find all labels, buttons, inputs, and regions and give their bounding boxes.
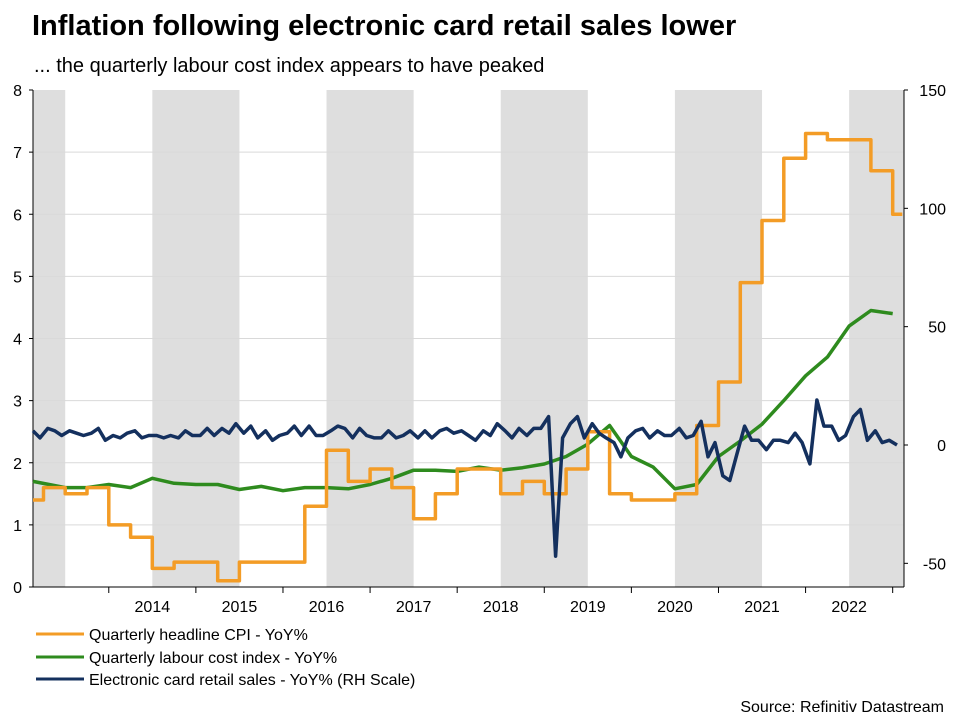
left-tick-label-0: 0 [13, 580, 22, 597]
legend-label-cpi: Quarterly headline CPI - YoY% [89, 627, 308, 644]
chart-subtitle: ... the quarterly labour cost index appe… [34, 55, 544, 77]
series-line-cpi [33, 131, 903, 583]
x-tick-label-8: 2022 [831, 599, 867, 616]
series-lines [31, 131, 903, 583]
series-line-card [31, 398, 898, 558]
x-tick-label-4: 2018 [483, 599, 519, 616]
source-note: Source: Refinitiv Datastream [740, 699, 944, 716]
chart-title: Inflation following electronic card reta… [32, 10, 736, 42]
x-tick-label-2: 2016 [309, 599, 345, 616]
left-tick-label-4: 4 [13, 332, 22, 349]
legend-label-lci: Quarterly labour cost index - YoY% [89, 650, 337, 667]
right-tick-label-2: 50 [928, 320, 946, 337]
left-tick-label-7: 7 [13, 145, 22, 162]
x-axis: 2014 2015 2016 2017 2018 2019 2020 2021 2022 [108, 587, 894, 616]
gridlines [33, 151, 904, 526]
x-tick-label-1: 2015 [222, 599, 258, 616]
left-tick-label-5: 5 [13, 269, 22, 286]
right-axis: -50 0 50 100 150 [904, 83, 946, 573]
left-tick-label-1: 1 [13, 518, 22, 535]
x-tick-label-7: 2021 [744, 599, 780, 616]
x-tick-label-0: 2014 [135, 599, 171, 616]
x-tick-label-6: 2020 [657, 599, 693, 616]
right-tick-label-0: -50 [923, 556, 946, 573]
left-axis: 0 1 2 3 4 5 6 7 8 [13, 83, 33, 597]
x-tick-label-3: 2017 [396, 599, 432, 616]
right-tick-label-3: 100 [919, 201, 946, 218]
legend-label-card: Electronic card retail sales - YoY% (RH … [89, 672, 415, 689]
right-tick-label-1: 0 [937, 438, 946, 455]
x-tick-label-5: 2019 [570, 599, 606, 616]
right-tick-label-4: 150 [919, 83, 946, 100]
left-tick-label-6: 6 [13, 207, 22, 224]
left-tick-label-3: 3 [13, 394, 22, 411]
left-tick-label-8: 8 [13, 83, 22, 100]
legend: Quarterly headline CPI - YoY% Quarterly … [36, 627, 415, 689]
left-tick-label-2: 2 [13, 456, 22, 473]
